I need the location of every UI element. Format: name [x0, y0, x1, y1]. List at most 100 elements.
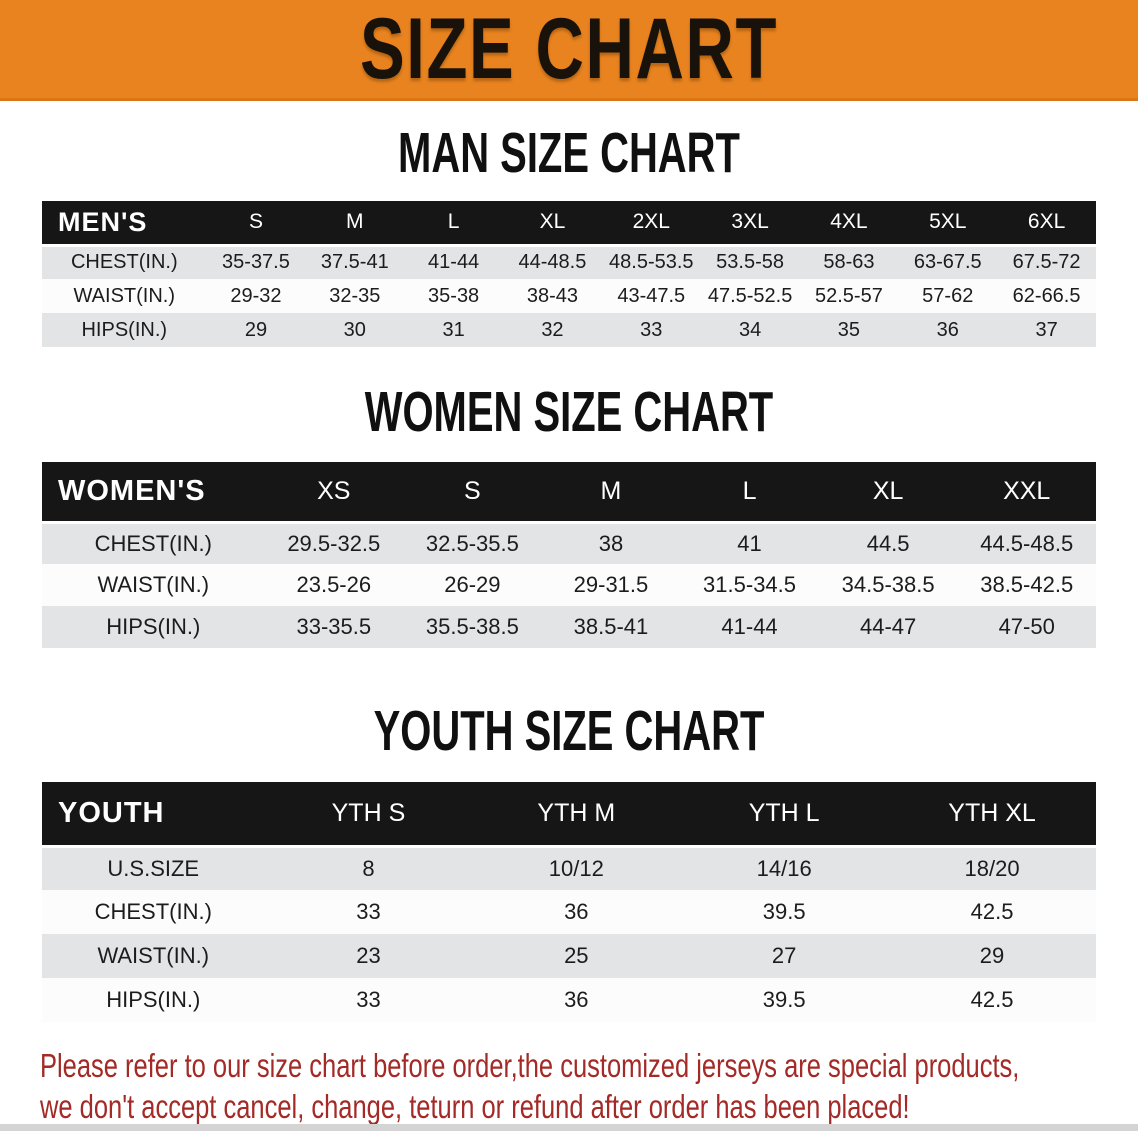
measurement-value: 27 [771, 943, 797, 968]
measurement-value: 42.5 [970, 899, 1014, 924]
measurement-value: 31 [442, 318, 465, 341]
measurement-value: 32 [541, 318, 564, 341]
table-row: HIPS(IN.) 33-35.5 35.5-38.5 38.5-41 41-44 44-… [42, 606, 1096, 648]
measurement-value: 36 [564, 899, 589, 924]
measurement-value: 35 [837, 318, 861, 341]
measurement-value: 41 [737, 530, 762, 556]
table-row: WAIST(IN.) 23 25 27 29 [42, 934, 1096, 978]
measurement-value: 58-63 [823, 251, 875, 274]
size-column-header: L [680, 462, 819, 524]
measurement-label: CHEST(IN.) [94, 899, 212, 924]
women-size-table: WOMEN'S XS S M L XL XXL CHEST(IN.) 29.5-32.5 32.… [42, 462, 1096, 648]
measurement-value: 18/20 [964, 855, 1020, 881]
measurement-value: 8 [362, 855, 375, 881]
measurement-label: WAIST(IN.) [73, 284, 175, 307]
youth-table-header-row: YOUTH YTH S YTH M YTH L YTH XL [42, 782, 1096, 848]
measurement-value: 29.5-32.5 [287, 530, 381, 556]
size-column-header: M [541, 462, 681, 524]
measurement-value: 57-62 [922, 284, 974, 307]
measurement-value: 53.5-58 [716, 251, 785, 274]
measurement-value: 36 [564, 987, 589, 1012]
measurement-value: 10/12 [548, 855, 604, 881]
table-row: HIPS(IN.) 33 36 39.5 42.5 [42, 978, 1096, 1022]
table-row: WAIST(IN.) 29-32 32-35 35-38 38-43 43-47.5 47.… [42, 279, 1096, 313]
measurement-value: 47.5-52.5 [707, 284, 793, 307]
measurement-value: 34 [738, 318, 762, 341]
measurement-value: 37 [1035, 318, 1058, 341]
measurement-value: 32-35 [329, 284, 381, 307]
measurement-value: 43-47.5 [617, 284, 686, 307]
measurement-label: HIPS(IN.) [106, 987, 201, 1012]
measurement-value: 29-31.5 [573, 572, 649, 597]
measurement-value: 31.5-34.5 [703, 572, 797, 597]
banner: SIZE CHART [0, 0, 1138, 101]
table-row: HIPS(IN.) 29 30 31 32 33 34 35 36 37 [42, 313, 1096, 347]
table-corner-label: WOMEN'S [42, 462, 265, 524]
measurement-value: 26-29 [444, 572, 501, 597]
size-column-header: XS [264, 462, 404, 524]
men-section-heading-text: MAN SIZE CHART [398, 121, 740, 185]
measurement-value: 34.5-38.5 [841, 572, 935, 597]
table-row: U.S.SIZE 8 10/12 14/16 18/20 [42, 846, 1096, 890]
table-corner-label: YOUTH [42, 782, 265, 848]
measurement-value: 52.5-57 [815, 284, 883, 307]
measurement-value: 38-43 [526, 284, 579, 307]
measurement-value: 30 [343, 318, 366, 341]
measurement-value: 62-66.5 [1012, 284, 1081, 307]
measurement-value: 38.5-42.5 [980, 572, 1074, 597]
measurement-value: 23 [356, 943, 381, 968]
youth-section-heading: YOUTH SIZE CHART [0, 699, 1138, 763]
measurement-label: CHEST(IN.) [70, 251, 178, 274]
measurement-value: 44.5-48.5 [980, 530, 1074, 556]
men-section-heading: MAN SIZE CHART [0, 121, 1138, 185]
disclaimer-line-2: we don't accept cancel, change, teturn o… [40, 1089, 910, 1126]
size-column-header: 2XL [601, 201, 701, 247]
size-column-header: XL [818, 462, 958, 524]
size-column-header: L [404, 201, 504, 247]
men-size-section: MAN SIZE CHART MEN'S S M L XL 2XL 3XL 4XL 5XL 6XL… [0, 121, 1138, 347]
size-column-header: YTH L [680, 782, 889, 848]
measurement-value: 39.5 [762, 987, 806, 1012]
size-column-header: YTH M [472, 782, 681, 848]
size-column-header: 3XL [700, 201, 800, 247]
measurement-value: 41-44 [721, 614, 778, 639]
measurement-value: 29-32 [230, 284, 282, 307]
women-table-header-row: WOMEN'S XS S M L XL XXL [42, 462, 1096, 524]
youth-size-section: YOUTH SIZE CHART YOUTH YTH S YTH M YTH L YTH… [0, 699, 1138, 1022]
measurement-value: 44-47 [859, 614, 917, 639]
size-column-header: 4XL [799, 201, 899, 247]
measurement-value: 33 [356, 899, 381, 924]
measurement-value: 14/16 [756, 855, 812, 881]
measurement-value: 47-50 [998, 614, 1055, 639]
measurement-value: 29 [244, 318, 268, 341]
size-column-header: 5XL [898, 201, 998, 247]
disclaimer-text: Please refer to our size chart before or… [40, 1046, 1138, 1128]
measurement-label: CHEST(IN.) [94, 530, 212, 556]
men-table-header-row: MEN'S S M L XL 2XL 3XL 4XL 5XL 6XL [42, 201, 1096, 247]
men-size-table: MEN'S S M L XL 2XL 3XL 4XL 5XL 6XL CHEST(IN.) 35-3… [42, 201, 1096, 347]
measurement-value: 41-44 [428, 251, 480, 274]
measurement-value: 33-35.5 [296, 614, 372, 639]
measurement-value: 33 [356, 987, 381, 1012]
table-row: WAIST(IN.) 23.5-26 26-29 29-31.5 31.5-34.5 34… [42, 564, 1096, 606]
measurement-label: WAIST(IN.) [97, 572, 210, 597]
women-size-section: WOMEN SIZE CHART WOMEN'S XS S M L XL XXL CHEST… [0, 384, 1138, 648]
table-corner-label: MEN'S [42, 201, 207, 247]
measurement-value: 63-67.5 [913, 251, 982, 274]
measurement-value: 35.5-38.5 [425, 614, 519, 639]
size-column-header: M [305, 201, 405, 247]
size-column-header: S [206, 201, 306, 247]
measurement-value: 44.5 [866, 530, 910, 556]
size-column-header: XL [503, 201, 602, 247]
bottom-strip [0, 1124, 1138, 1131]
measurement-value: 48.5-53.5 [609, 251, 694, 274]
measurement-label: U.S.SIZE [107, 855, 200, 881]
size-column-header: YTH XL [888, 782, 1096, 848]
measurement-value: 33 [640, 318, 663, 341]
measurement-value: 37.5-41 [320, 251, 389, 274]
measurement-value: 38.5-41 [573, 614, 649, 639]
measurement-label: HIPS(IN.) [81, 318, 168, 341]
youth-section-heading-text: YOUTH SIZE CHART [373, 699, 765, 763]
page-title: SIZE CHART [359, 1, 779, 97]
